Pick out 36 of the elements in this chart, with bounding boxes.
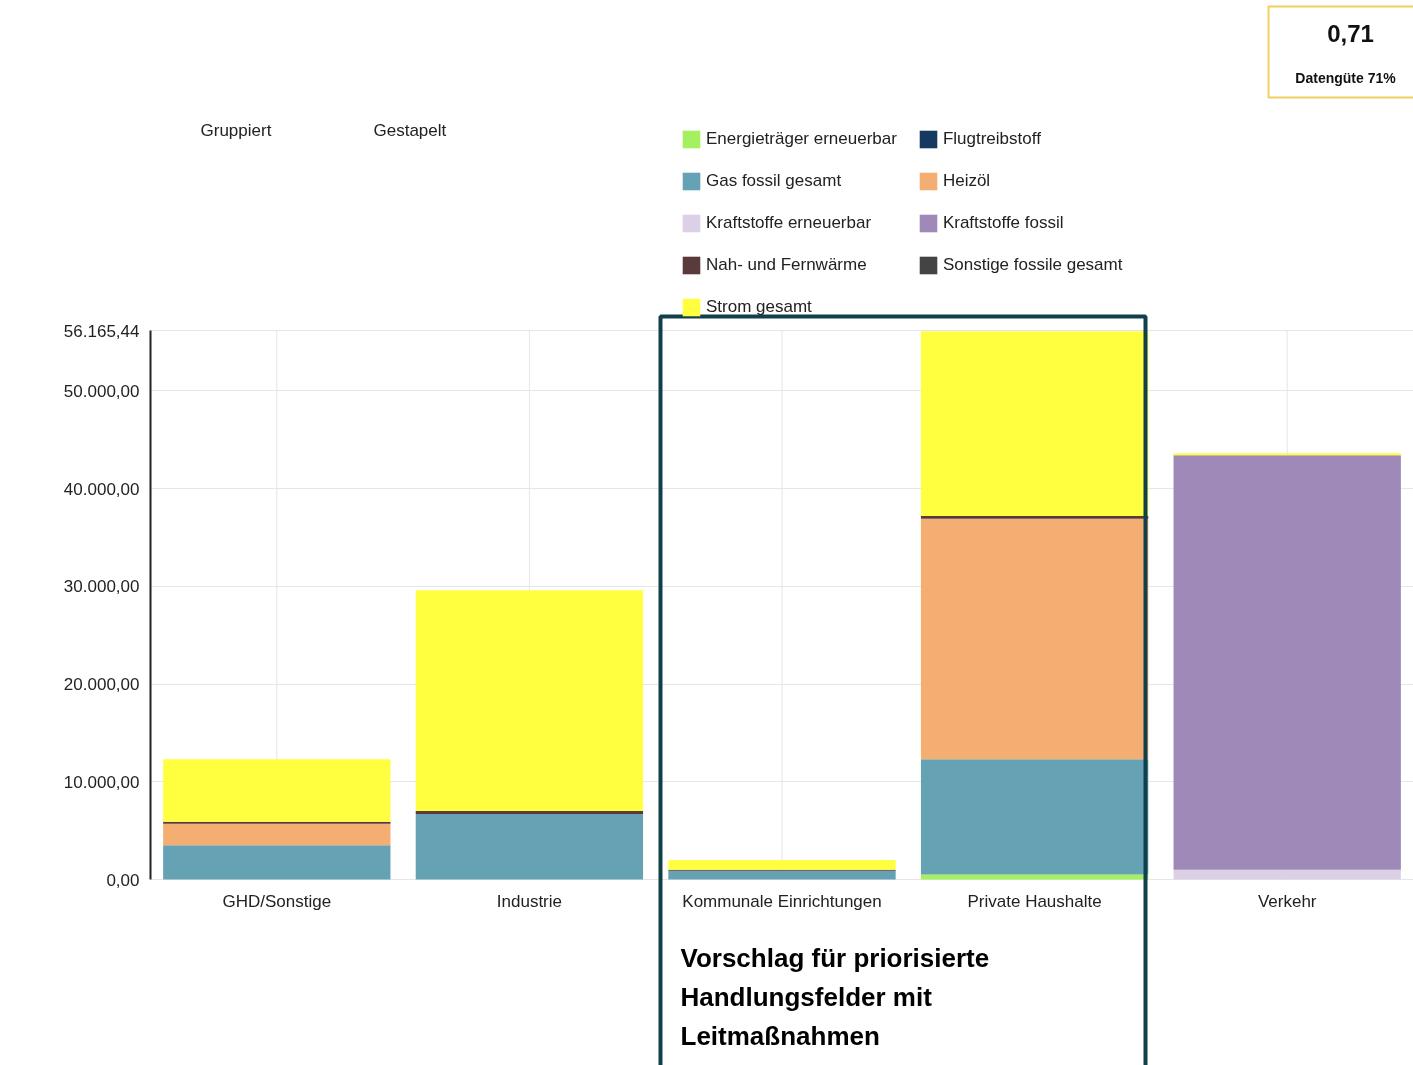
bar — [415, 814, 644, 880]
x-tick-label: Verkehr — [1257, 891, 1317, 911]
bar — [415, 590, 644, 812]
bar — [1173, 869, 1401, 880]
legend-label: Flugtreibstoff — [942, 129, 1041, 149]
bar — [1173, 455, 1401, 870]
y-tick-label: 10.000,00 — [63, 772, 140, 792]
x-tick-label: Industrie — [496, 891, 562, 911]
legend-label: Energieträger erneuerbar — [706, 129, 897, 149]
legend-label: Kraftstoffe fossil — [942, 213, 1064, 233]
legend-label: Heizöl — [942, 171, 991, 191]
bar — [163, 845, 391, 880]
text: Vorschlag für priorisierte Handlungsfelder mit Leitmaßnahmen — [680, 942, 990, 1051]
bar — [163, 759, 391, 822]
text: 0,71 — [1327, 20, 1374, 47]
bar — [668, 870, 896, 880]
legend-label: Gas fossil gesamt — [706, 171, 842, 191]
text: Gestapelt — [373, 121, 447, 140]
y-tick-label: 56.165,44 — [63, 321, 140, 341]
y-tick-label: 50.000,00 — [63, 381, 140, 401]
legend-label: Sonstige fossile gesamt — [942, 255, 1123, 275]
bar — [668, 859, 896, 870]
text: Datengüte 71% — [1295, 69, 1397, 86]
y-tick-label: 30.000,00 — [63, 577, 140, 597]
text: Gruppiert — [200, 121, 272, 140]
y-tick-label: 40.000,00 — [63, 479, 140, 499]
bar — [163, 823, 391, 846]
bar — [415, 811, 644, 815]
y-tick-label: 0,00 — [106, 870, 140, 890]
legend-label: Strom gesamt — [706, 297, 812, 317]
x-tick-label: GHD/Sonstige — [222, 891, 332, 911]
x-tick-label: Kommunale Einrichtungen — [682, 891, 882, 911]
legend-label: Nah- und Fernwärme — [706, 255, 867, 275]
legend-label: Kraftstoffe erneuerbar — [706, 213, 872, 233]
y-tick-label: 20.000,00 — [63, 675, 140, 695]
x-tick-label: Private Haushalte — [967, 891, 1102, 911]
